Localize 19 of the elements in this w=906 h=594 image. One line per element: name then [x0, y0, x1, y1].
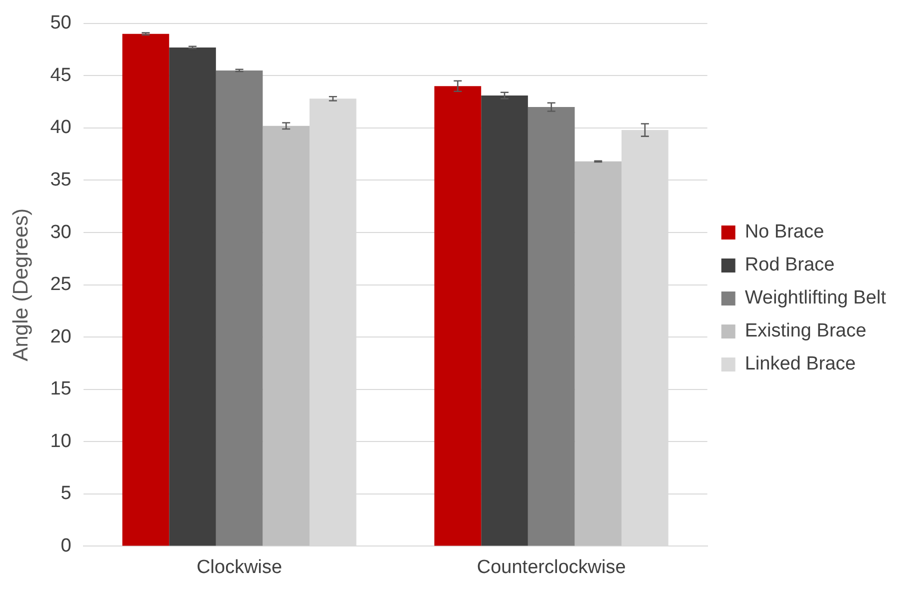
y-tick-label: 25	[50, 274, 72, 296]
legend-label: Weightlifting Belt	[744, 288, 887, 309]
y-tick-label: 30	[50, 222, 72, 243]
legend-label: Existing Brace	[744, 320, 866, 342]
y-tick-label: 45	[50, 64, 72, 86]
x-tick-label: Clockwise	[196, 556, 282, 578]
y-tick-label: 5	[60, 483, 72, 504]
y-tick-label: 10	[50, 430, 72, 452]
y-tick-label: 50	[50, 12, 72, 34]
legend-label: Rod Brace	[744, 254, 835, 276]
y-tick-label: 20	[50, 326, 72, 348]
x-tick-label: Counterclockwise	[476, 556, 626, 578]
legend-label: No Brace	[744, 222, 824, 243]
y-tick-label: 15	[50, 378, 72, 400]
legend-label: Linked Brace	[744, 354, 856, 375]
y-tick-label: 35	[50, 169, 72, 190]
y-tick-label: 40	[50, 117, 72, 138]
y-tick-label: 0	[60, 535, 72, 556]
y-axis-title: Angle (Degrees)	[9, 208, 32, 362]
